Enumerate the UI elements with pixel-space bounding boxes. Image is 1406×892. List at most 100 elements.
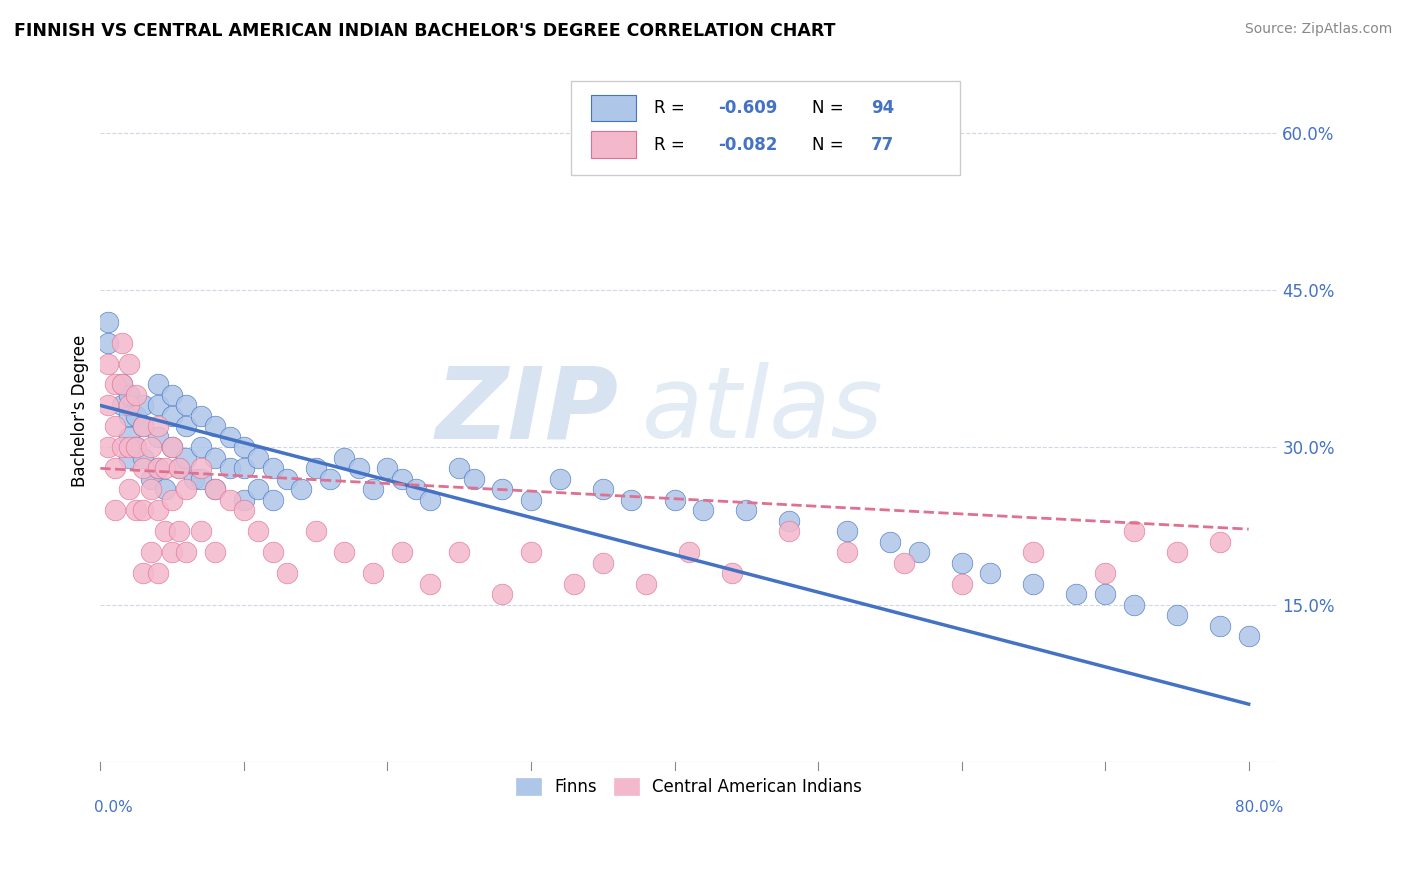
Point xyxy=(1209,534,1232,549)
Point xyxy=(132,419,155,434)
Point xyxy=(449,461,471,475)
Point xyxy=(520,492,543,507)
Point xyxy=(118,430,141,444)
Point xyxy=(1166,608,1188,623)
Point xyxy=(592,556,614,570)
Point xyxy=(1022,545,1045,559)
Point xyxy=(160,545,183,559)
Point xyxy=(463,472,485,486)
Point xyxy=(190,409,212,423)
Point xyxy=(333,545,356,559)
Point xyxy=(132,503,155,517)
Point xyxy=(125,441,148,455)
Point xyxy=(377,461,399,475)
Point xyxy=(118,450,141,465)
Point xyxy=(190,441,212,455)
Point xyxy=(146,461,169,475)
Point xyxy=(391,545,413,559)
Point xyxy=(893,556,915,570)
Point xyxy=(111,377,134,392)
Point xyxy=(146,377,169,392)
Point xyxy=(146,461,169,475)
Point xyxy=(190,472,212,486)
Point xyxy=(678,545,700,559)
Point xyxy=(160,388,183,402)
Point xyxy=(218,461,240,475)
Point xyxy=(1166,545,1188,559)
Point xyxy=(1122,524,1144,539)
Point xyxy=(169,461,191,475)
Point xyxy=(139,441,162,455)
Point xyxy=(778,524,800,539)
Point xyxy=(96,399,118,413)
Point xyxy=(132,399,155,413)
Point xyxy=(146,430,169,444)
Point xyxy=(176,483,198,497)
Point xyxy=(1022,576,1045,591)
Point xyxy=(491,483,513,497)
Point xyxy=(247,450,270,465)
Point xyxy=(1237,629,1260,643)
Point xyxy=(96,357,118,371)
Point xyxy=(290,483,312,497)
Point xyxy=(146,399,169,413)
Point xyxy=(232,441,254,455)
Point xyxy=(132,419,155,434)
Point xyxy=(146,503,169,517)
Point xyxy=(419,576,441,591)
Text: atlas: atlas xyxy=(641,362,883,459)
Point xyxy=(125,409,148,423)
Point xyxy=(232,461,254,475)
Point xyxy=(104,461,127,475)
Point xyxy=(139,472,162,486)
Point xyxy=(247,483,270,497)
Point xyxy=(232,492,254,507)
Point xyxy=(449,545,471,559)
Point xyxy=(1066,587,1088,601)
Point xyxy=(520,545,543,559)
FancyBboxPatch shape xyxy=(591,95,636,121)
Point xyxy=(96,335,118,350)
Point xyxy=(139,545,162,559)
Point xyxy=(361,566,384,581)
Text: -0.082: -0.082 xyxy=(718,136,778,153)
Point xyxy=(405,483,427,497)
Point xyxy=(160,441,183,455)
Point xyxy=(1094,566,1116,581)
Point xyxy=(190,524,212,539)
Point xyxy=(176,399,198,413)
Point xyxy=(160,441,183,455)
Point xyxy=(419,492,441,507)
Point xyxy=(778,514,800,528)
Point xyxy=(879,534,901,549)
Point xyxy=(204,483,226,497)
Text: 80.0%: 80.0% xyxy=(1234,800,1284,815)
Point xyxy=(204,419,226,434)
Point xyxy=(111,377,134,392)
Point xyxy=(204,450,226,465)
Point xyxy=(96,315,118,329)
Point xyxy=(111,441,134,455)
FancyBboxPatch shape xyxy=(591,131,636,158)
Point xyxy=(276,566,298,581)
Point xyxy=(305,461,328,475)
Point xyxy=(305,524,328,539)
Point xyxy=(183,472,205,486)
Point xyxy=(118,388,141,402)
Text: 94: 94 xyxy=(872,99,894,117)
Point xyxy=(118,399,141,413)
Point xyxy=(835,545,858,559)
Text: -0.609: -0.609 xyxy=(718,99,778,117)
FancyBboxPatch shape xyxy=(571,80,960,176)
Point xyxy=(132,461,155,475)
Point xyxy=(204,483,226,497)
Point xyxy=(1122,598,1144,612)
Text: N =: N = xyxy=(813,99,849,117)
Text: ZIP: ZIP xyxy=(436,362,619,459)
Point xyxy=(276,472,298,486)
Point xyxy=(160,409,183,423)
Point xyxy=(118,483,141,497)
Point xyxy=(1209,618,1232,632)
Point xyxy=(333,450,356,465)
Point xyxy=(153,524,176,539)
